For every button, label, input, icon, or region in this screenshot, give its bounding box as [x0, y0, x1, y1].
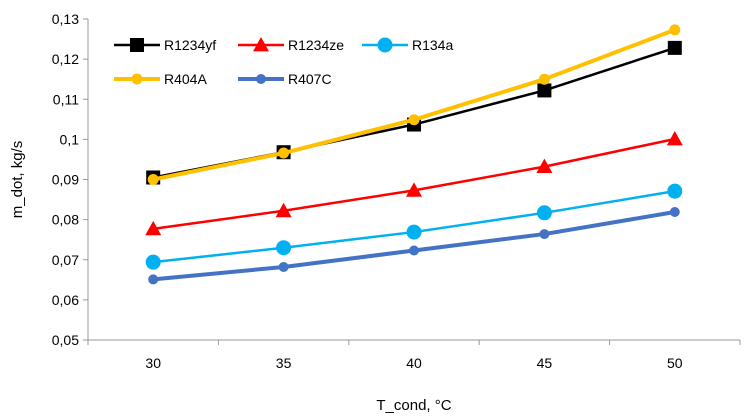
legend-label: R1234yf [164, 37, 216, 53]
data-point [278, 261, 289, 272]
data-point [667, 40, 682, 55]
legend-swatch-marker [130, 38, 144, 52]
data-point [276, 240, 292, 256]
x-axis-ticks: 30 35 40 45 50 [87, 340, 741, 371]
legend-swatch-marker [131, 73, 143, 85]
data-point [145, 220, 162, 236]
data-point [538, 73, 550, 85]
x-tick-label: 35 [276, 355, 292, 371]
y-tick-label: 0,13 [52, 11, 79, 27]
x-tick-label: 50 [667, 355, 683, 371]
legend-swatch-marker [253, 37, 269, 52]
x-axis-label: T_cond, °C [376, 397, 451, 414]
y-tick-label: 0,1 [60, 131, 80, 147]
data-point [408, 114, 420, 126]
series-r134a [145, 183, 683, 270]
y-tick-label: 0,09 [52, 172, 79, 188]
legend-item-r134a: R134a [362, 37, 453, 53]
y-tick-label: 0,08 [52, 212, 79, 228]
y-tick-label: 0,06 [52, 292, 79, 308]
legend-item-r407c: R407C [238, 71, 332, 87]
data-point [278, 147, 290, 159]
x-tick-label: 30 [145, 355, 161, 371]
legend-item-r1234yf: R1234yf [114, 37, 216, 53]
legend-swatch-marker [377, 37, 393, 53]
x-tick-label: 40 [406, 355, 422, 371]
series-line [152, 46, 676, 179]
y-tick-label: 0,05 [52, 332, 79, 348]
legend-item-r1234ze: R1234ze [238, 37, 344, 53]
data-point [667, 183, 683, 199]
data-point [537, 83, 552, 98]
data-point [406, 182, 422, 197]
y-tick-label: 0,11 [53, 91, 79, 107]
data-point [147, 174, 159, 185]
y-axis-label: m_dot, kg/s [9, 141, 26, 219]
legend-label: R407C [288, 71, 332, 87]
y-tick-label: 0,07 [52, 252, 79, 268]
data-point [536, 205, 552, 221]
data-point [666, 130, 683, 146]
data-point [669, 24, 681, 36]
series-r404a [147, 24, 681, 185]
legend-label: R134a [412, 37, 453, 53]
y-tick-label: 0,12 [52, 51, 79, 67]
data-point [275, 202, 292, 218]
data-point [145, 254, 161, 270]
axes [87, 19, 740, 341]
data-point [406, 224, 422, 240]
data-point [148, 274, 159, 285]
series-r407c [148, 207, 680, 285]
data-point [536, 158, 553, 174]
data-point [669, 207, 680, 218]
legend-label: R404A [164, 71, 207, 87]
y-axis-ticks: 0,05 0,06 0,07 0,08 0,09 0,1 0,11 0,12 0,13 [52, 11, 88, 348]
data-point [409, 245, 419, 256]
legend-swatch-marker [256, 74, 266, 84]
legend: R1234yf R1234ze R134a R404A R407C [114, 37, 453, 87]
series-r1234ze [145, 130, 683, 236]
data-point [539, 229, 550, 240]
x-tick-label: 45 [537, 355, 553, 371]
series-group [145, 24, 683, 285]
legend-label: R1234ze [288, 37, 344, 53]
legend-item-r404a: R404A [114, 71, 207, 87]
